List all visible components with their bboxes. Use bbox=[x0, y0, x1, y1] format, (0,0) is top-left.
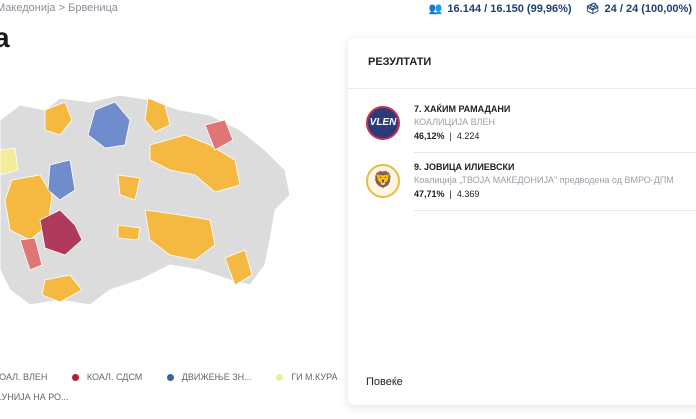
legend-label: КОАЛ. СДСМ bbox=[86, 372, 143, 382]
stats-bar: 👥 16.144 / 16.150 (99,96%) 🗳 24 / 24 (100,… bbox=[429, 2, 692, 15]
region-vmro[interactable] bbox=[4, 174, 53, 241]
legend-label: ...УНИЈА НА РО... bbox=[0, 392, 69, 402]
region-vmro[interactable] bbox=[44, 101, 73, 136]
candidate-percent: 46,12% bbox=[414, 131, 445, 141]
region-sdsm[interactable] bbox=[204, 119, 234, 151]
legend-label: ДВИЖЕЊЕ ЗН... bbox=[181, 372, 252, 382]
breadcrumb-parent[interactable]: Македонија bbox=[0, 2, 56, 14]
vlen-logo: VLEN bbox=[366, 106, 400, 140]
region-vmro[interactable] bbox=[117, 224, 141, 241]
candidate-votes: 4.224 bbox=[456, 131, 480, 141]
legend-item[interactable]: ...УНИЈА НА РО... bbox=[0, 387, 69, 407]
candidate-name: 9. ЈОВИЦА ИЛИЕВСКИ bbox=[414, 162, 515, 172]
voters-stat: 👥 16.144 / 16.150 (99,96%) bbox=[429, 2, 572, 15]
candidate-votes: 4.369 bbox=[456, 189, 480, 199]
candidate-percent: 47,71% bbox=[414, 189, 445, 199]
divider bbox=[414, 152, 696, 153]
region-vmro[interactable] bbox=[41, 274, 83, 303]
page-title: а bbox=[0, 22, 10, 53]
candidate-result: 46,12% | 4.224 bbox=[414, 131, 480, 141]
results-heading: РЕЗУЛТАТИ bbox=[368, 56, 432, 68]
region-zna[interactable] bbox=[47, 159, 76, 201]
legend-dot bbox=[71, 374, 79, 382]
more-link[interactable]: Повеќе bbox=[366, 376, 403, 388]
region-vmro[interactable] bbox=[149, 134, 241, 193]
breadcrumb-current: Брвеница bbox=[68, 2, 118, 14]
legend-label: ГИ М.КУРА bbox=[291, 372, 338, 382]
breadcrumb-separator: > bbox=[58, 2, 66, 14]
region-zna[interactable] bbox=[87, 101, 131, 149]
region-vmro[interactable] bbox=[144, 209, 216, 261]
candidate-row[interactable]: 🦁 9. ЈОВИЦА ИЛИЕВСКИ Коалиција „ТВОЈА МА… bbox=[366, 162, 696, 214]
stations-value: 24 / 24 (100,00%) bbox=[604, 3, 692, 15]
legend-item[interactable]: КОАЛ. СДСМ bbox=[71, 367, 143, 387]
people-icon: 👥 bbox=[428, 3, 443, 15]
candidate-name: 7. ХАЌИМ РАМАДАНИ bbox=[414, 104, 511, 114]
candidate-row[interactable]: VLEN 7. ХАЌИМ РАМАДАНИ КОАЛИЦИЈА ВЛЕН 46… bbox=[366, 104, 696, 156]
candidate-party: КОАЛИЦИЈА ВЛЕН bbox=[414, 117, 495, 127]
municipality-map[interactable] bbox=[0, 90, 300, 315]
legend-item[interactable]: КОАЛ. ВЛЕН bbox=[0, 367, 47, 387]
legend-item[interactable]: ГИ М.КУРА bbox=[276, 367, 338, 387]
breadcrumb: Македонија > Брвеница bbox=[0, 2, 118, 14]
divider bbox=[414, 210, 696, 211]
ballot-box-icon: 🗳 bbox=[585, 3, 600, 15]
candidate-result: 47,71% | 4.369 bbox=[414, 189, 480, 199]
voters-value: 16.144 / 16.150 (99,96%) bbox=[447, 3, 572, 15]
region-vmro[interactable] bbox=[117, 174, 141, 201]
stations-stat: 🗳 24 / 24 (100,00%) bbox=[586, 2, 692, 15]
map-legend: КОАЛ. ВЛЕН КОАЛ. СДСМ ДВИЖЕЊЕ ЗН... ГИ М… bbox=[0, 367, 360, 407]
region-vmro[interactable] bbox=[144, 97, 171, 133]
region-sdsm[interactable] bbox=[19, 237, 43, 271]
candidate-party: Коалиција „ТВОЈА МАКЕДОНИЈА" предводена … bbox=[414, 175, 674, 185]
divider bbox=[348, 88, 696, 89]
vmro-logo-icon: 🦁 bbox=[366, 164, 400, 198]
legend-dot bbox=[276, 374, 284, 382]
region-vlen[interactable] bbox=[39, 209, 83, 256]
region-vmro[interactable] bbox=[224, 249, 253, 286]
legend-item[interactable]: ДВИЖЕЊЕ ЗН... bbox=[166, 367, 252, 387]
region-kura[interactable] bbox=[0, 147, 19, 176]
legend-label: КОАЛ. ВЛЕН bbox=[0, 372, 48, 382]
results-card: РЕЗУЛТАТИ VLEN 7. ХАЌИМ РАМАДАНИ КОАЛИЦИ… bbox=[348, 38, 696, 405]
legend-dot bbox=[166, 374, 174, 382]
